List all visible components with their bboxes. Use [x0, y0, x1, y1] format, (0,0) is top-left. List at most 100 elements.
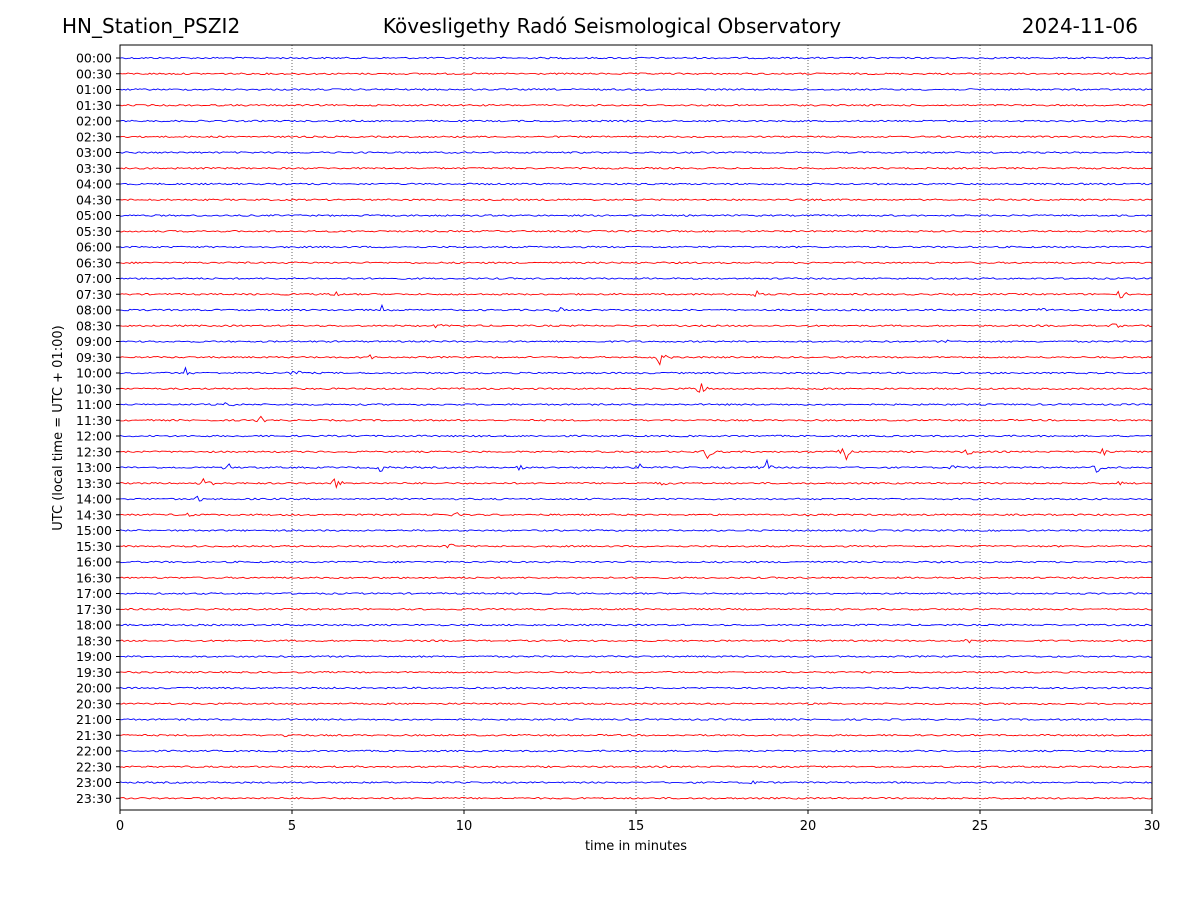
trace-0430 [119, 198, 1153, 202]
trace-1700 [119, 592, 1153, 595]
y-tick-label: 12:00 [76, 429, 112, 444]
trace-0200 [119, 119, 1153, 123]
y-tick-label: 16:00 [76, 555, 112, 570]
y-axis-ticks: 00:0000:3001:0001:3002:0002:3003:0003:30… [76, 51, 120, 806]
y-tick-label: 03:00 [76, 145, 112, 160]
trace-2100 [119, 718, 1153, 721]
y-tick-label: 07:00 [76, 271, 112, 286]
y-axis-label: UTC (local time = UTC + 01:00) [51, 325, 66, 530]
y-tick-label: 06:00 [76, 240, 112, 255]
y-tick-label: 14:30 [76, 507, 112, 522]
trace-1430 [119, 512, 1153, 517]
observatory-title: Kövesligethy Radó Seismological Observat… [382, 14, 842, 38]
y-tick-label: 11:00 [76, 397, 112, 412]
trace-1400 [119, 495, 1153, 502]
trace-0030 [119, 72, 1153, 76]
trace-1230 [119, 447, 1153, 461]
y-tick-label: 21:30 [76, 728, 112, 743]
trace-0300 [119, 151, 1153, 154]
trace-1030 [119, 383, 1153, 393]
y-tick-label: 09:00 [76, 334, 112, 349]
y-tick-label: 03:30 [76, 161, 112, 176]
trace-1130 [119, 415, 1153, 423]
trace-1330 [119, 477, 1153, 489]
y-tick-label: 10:00 [76, 366, 112, 381]
x-tick-label: 20 [800, 819, 817, 834]
trace-2330 [119, 796, 1153, 800]
trace-0130 [119, 103, 1153, 107]
trace-1000 [119, 366, 1153, 376]
trace-2230 [119, 765, 1153, 769]
y-tick-label: 07:30 [76, 287, 112, 302]
trace-2000 [119, 686, 1153, 690]
y-tick-label: 02:00 [76, 114, 112, 129]
trace-0530 [119, 229, 1153, 233]
station-title: HN_Station_PSZI2 [62, 14, 241, 38]
y-tick-label: 20:00 [76, 681, 112, 696]
trace-2130 [119, 733, 1153, 738]
x-tick-label: 10 [456, 819, 473, 834]
y-tick-label: 16:30 [76, 570, 112, 585]
trace-1930 [119, 670, 1153, 674]
y-tick-label: 04:00 [76, 177, 112, 192]
y-tick-label: 12:30 [76, 444, 112, 459]
x-tick-label: 0 [116, 819, 124, 834]
trace-1830 [119, 638, 1153, 644]
y-tick-label: 09:30 [76, 350, 112, 365]
trace-0400 [119, 182, 1153, 186]
y-tick-label: 14:00 [76, 492, 112, 507]
y-tick-label: 13:00 [76, 460, 112, 475]
trace-0230 [119, 135, 1153, 139]
trace-group [119, 56, 1153, 800]
y-tick-label: 06:30 [76, 255, 112, 270]
y-tick-label: 17:30 [76, 602, 112, 617]
x-tick-label: 5 [288, 819, 296, 834]
trace-2200 [119, 749, 1153, 753]
y-tick-label: 11:30 [76, 413, 112, 428]
y-tick-label: 21:00 [76, 712, 112, 727]
trace-0500 [119, 214, 1153, 217]
trace-0100 [119, 88, 1153, 91]
trace-1100 [119, 402, 1153, 407]
x-tick-label: 30 [1144, 819, 1161, 834]
trace-1800 [119, 623, 1153, 627]
y-tick-label: 15:00 [76, 523, 112, 538]
trace-0800 [119, 303, 1153, 312]
trace-1300 [119, 458, 1153, 473]
trace-1900 [119, 655, 1153, 658]
trace-0330 [119, 166, 1153, 170]
y-tick-label: 10:30 [76, 381, 112, 396]
trace-0630 [119, 261, 1153, 265]
trace-1730 [119, 607, 1153, 611]
y-tick-label: 22:00 [76, 744, 112, 759]
trace-0900 [119, 339, 1153, 343]
trace-1630 [119, 576, 1152, 580]
y-tick-label: 05:30 [76, 224, 112, 239]
y-tick-label: 20:30 [76, 696, 112, 711]
date-title: 2024-11-06 [1021, 14, 1138, 38]
y-tick-label: 02:30 [76, 129, 112, 144]
trace-0000 [119, 56, 1153, 60]
y-tick-label: 01:00 [76, 82, 112, 97]
y-tick-label: 19:00 [76, 649, 112, 664]
y-tick-label: 17:00 [76, 586, 112, 601]
x-tick-label: 25 [972, 819, 989, 834]
trace-0700 [119, 277, 1153, 280]
y-tick-label: 01:30 [76, 98, 112, 113]
y-tick-label: 23:30 [76, 791, 112, 806]
y-tick-label: 15:30 [76, 539, 112, 554]
trace-1600 [119, 560, 1153, 564]
y-tick-label: 18:30 [76, 633, 112, 648]
y-tick-label: 05:00 [76, 208, 112, 223]
y-tick-label: 19:30 [76, 665, 112, 680]
trace-2030 [119, 702, 1153, 706]
trace-0830 [119, 323, 1153, 329]
y-tick-label: 08:00 [76, 303, 112, 318]
grid-lines [291, 45, 981, 810]
y-tick-label: 13:30 [76, 476, 112, 491]
y-tick-label: 00:30 [76, 66, 112, 81]
y-tick-label: 04:30 [76, 192, 112, 207]
x-axis-ticks: 0 5 10 15 20 25 30 [116, 810, 1160, 834]
y-tick-label: 00:00 [76, 51, 112, 66]
